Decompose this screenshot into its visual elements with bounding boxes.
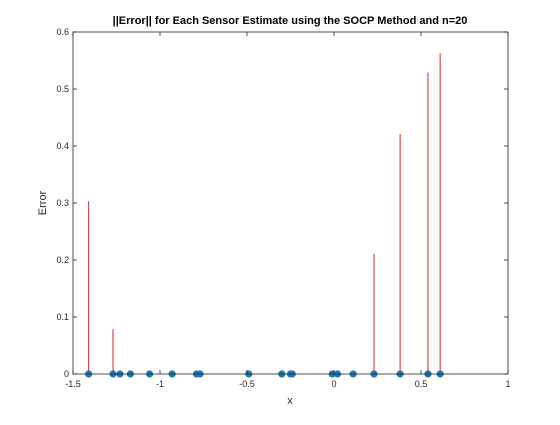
y-tick-label-1: 0.1 (56, 312, 69, 322)
y-tick-label-6: 0.6 (56, 27, 69, 37)
x-tick-label-1: -1 (156, 379, 164, 389)
y-tick-label-4: 0.4 (56, 141, 69, 151)
x-tick-label-0: -1.5 (65, 379, 81, 389)
x-tick-label-4: 0.5 (415, 379, 428, 389)
y-tick-label-5: 0.5 (56, 84, 69, 94)
y-tick-label-2: 0.2 (56, 255, 69, 265)
y-tick-label-3: 0.3 (56, 198, 69, 208)
x-tick-label-5: 1 (505, 379, 510, 389)
stems-group (88, 53, 441, 374)
x-axis-label: x (287, 395, 293, 407)
x-ticks-group: -1.5 -1 -0.5 0 0.5 1 (65, 32, 511, 389)
y-ticks-group: 0 0.1 0.2 0.3 0.4 0.5 0.6 (56, 27, 508, 379)
x-tick-label-2: -0.5 (239, 379, 255, 389)
y-axis-label: Error (37, 190, 49, 215)
x-tick-label-3: 0 (331, 379, 336, 389)
y-tick-label-0: 0 (64, 369, 69, 379)
plot-background (73, 32, 508, 374)
chart-title: ||Error|| for Each Sensor Estimate using… (113, 15, 468, 27)
